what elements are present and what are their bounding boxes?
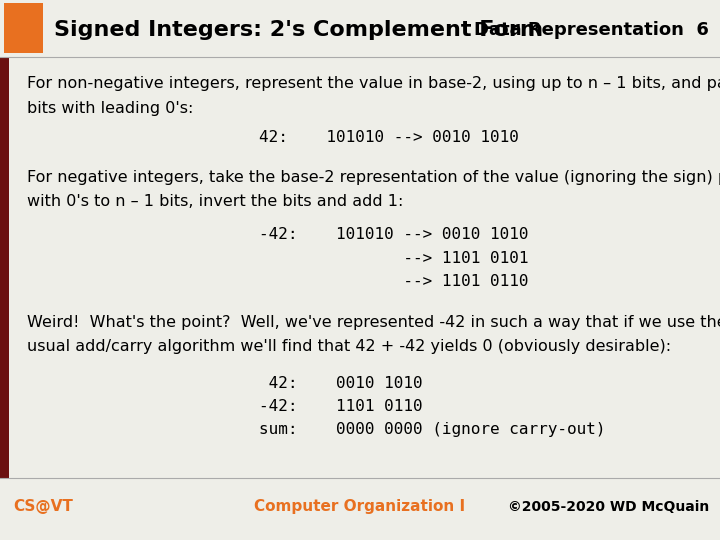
Text: Computer Organization I: Computer Organization I bbox=[254, 499, 466, 514]
Text: ©2005-2020 WD McQuain: ©2005-2020 WD McQuain bbox=[508, 500, 709, 514]
Text: -42:    1101 0110: -42: 1101 0110 bbox=[259, 399, 423, 414]
Bar bbox=[0, 57, 9, 478]
Text: usual add/carry algorithm we'll find that 42 + -42 yields 0 (obviously desirable: usual add/carry algorithm we'll find tha… bbox=[27, 339, 672, 354]
Text: Data Representation  6: Data Representation 6 bbox=[474, 21, 709, 39]
Text: --> 1101 0110: --> 1101 0110 bbox=[259, 274, 528, 289]
Text: For negative integers, take the base-2 representation of the value (ignoring the: For negative integers, take the base-2 r… bbox=[27, 170, 720, 185]
Text: CS@VT: CS@VT bbox=[13, 499, 73, 514]
Text: --> 1101 0101: --> 1101 0101 bbox=[259, 251, 528, 266]
Text: sum:    0000 0000 (ignore carry-out): sum: 0000 0000 (ignore carry-out) bbox=[259, 422, 606, 437]
Text: bits with leading 0's:: bits with leading 0's: bbox=[27, 100, 194, 116]
Text: 42:    101010 --> 0010 1010: 42: 101010 --> 0010 1010 bbox=[259, 130, 519, 145]
Text: Signed Integers: 2's Complement Form: Signed Integers: 2's Complement Form bbox=[54, 19, 543, 40]
Text: Weird!  What's the point?  Well, we've represented -42 in such a way that if we : Weird! What's the point? Well, we've rep… bbox=[27, 315, 720, 330]
Text: -42:    101010 --> 0010 1010: -42: 101010 --> 0010 1010 bbox=[259, 227, 528, 242]
Bar bbox=[4, 3, 43, 53]
Text: 42:    0010 1010: 42: 0010 1010 bbox=[259, 376, 423, 391]
Text: For non-negative integers, represent the value in base-2, using up to n – 1 bits: For non-negative integers, represent the… bbox=[27, 76, 720, 91]
Text: with 0's to n – 1 bits, invert the bits and add 1:: with 0's to n – 1 bits, invert the bits … bbox=[27, 194, 404, 209]
